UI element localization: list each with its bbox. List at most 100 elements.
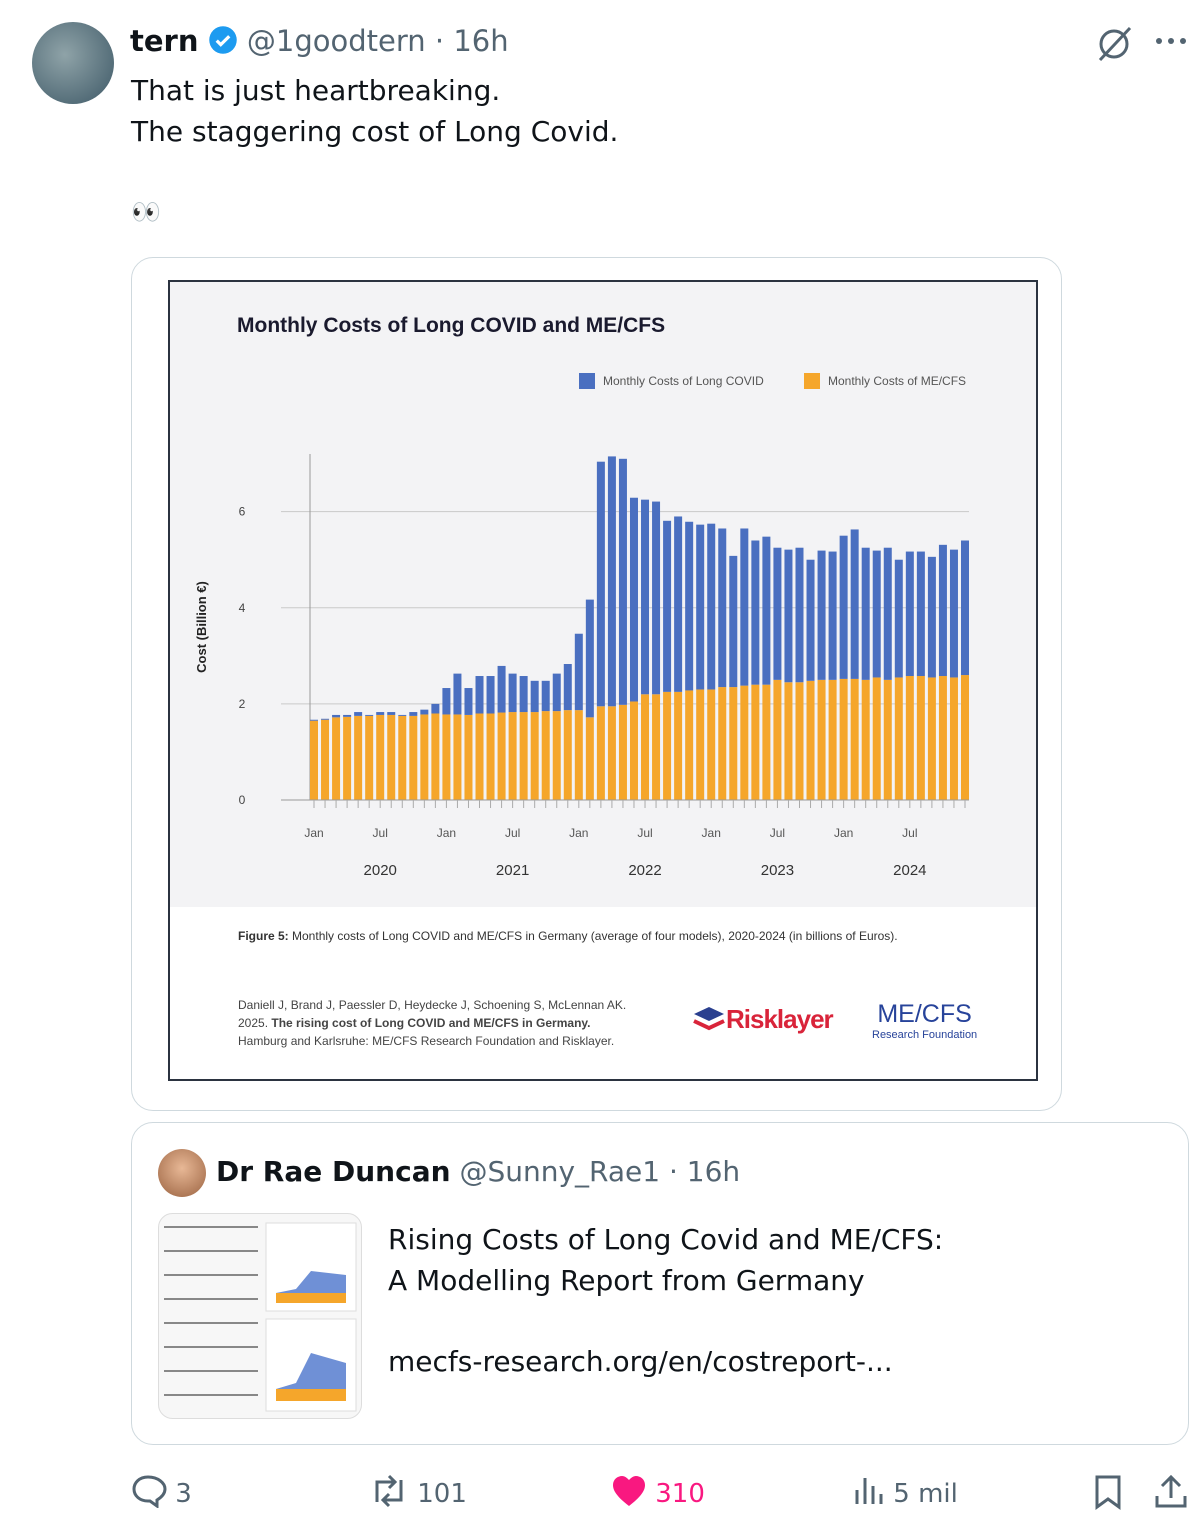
bar-segment bbox=[839, 535, 848, 679]
legend-swatch bbox=[579, 373, 595, 389]
bar-segment bbox=[707, 523, 716, 690]
bar-segment bbox=[409, 715, 418, 800]
bar-segment bbox=[387, 712, 396, 715]
post-text: The staggering cost of Long Covid. bbox=[131, 115, 619, 148]
quote-card[interactable]: Dr Rae Duncan @Sunny_Rae1 · 16h Rising C… bbox=[131, 1122, 1189, 1445]
bar-segment bbox=[949, 549, 958, 678]
post-emoji: 👀 bbox=[131, 198, 161, 226]
bar-segment bbox=[431, 703, 440, 714]
bar-segment bbox=[431, 713, 440, 800]
x-tick-label: Jul bbox=[637, 826, 652, 840]
bar-segment bbox=[508, 673, 517, 713]
year-label: 2024 bbox=[893, 862, 926, 879]
bar-segment bbox=[938, 676, 947, 800]
bar-segment bbox=[927, 556, 936, 678]
bar-segment bbox=[784, 682, 793, 800]
bar-segment bbox=[541, 680, 550, 712]
bookmark-icon[interactable] bbox=[1093, 1474, 1123, 1510]
bar-segment bbox=[828, 551, 837, 680]
bar-segment bbox=[596, 461, 605, 707]
bar-segment bbox=[519, 676, 528, 713]
bar-segment bbox=[718, 687, 727, 800]
like-icon[interactable] bbox=[611, 1474, 647, 1508]
bar-segment bbox=[696, 689, 705, 800]
post-text: That is just heartbreaking. bbox=[131, 74, 501, 107]
views-icon[interactable] bbox=[853, 1474, 885, 1508]
link-url[interactable]: mecfs-research.org/en/costreport-... bbox=[388, 1345, 893, 1378]
bar-segment bbox=[773, 547, 782, 680]
bar-segment bbox=[629, 497, 638, 702]
bar-segment bbox=[563, 664, 572, 711]
legend-label: Monthly Costs of Long COVID bbox=[603, 374, 764, 388]
year-label: 2023 bbox=[761, 862, 794, 879]
action-bar: 3 101 310 5 mil bbox=[131, 1474, 1191, 1514]
bar-segment bbox=[641, 694, 650, 800]
bar-segment bbox=[685, 690, 694, 800]
bar-segment bbox=[961, 540, 969, 676]
bar-segment bbox=[751, 540, 760, 685]
bar-segment bbox=[872, 550, 881, 678]
quote-avatar bbox=[158, 1149, 206, 1197]
bar-segment bbox=[806, 559, 815, 681]
bar-segment bbox=[519, 712, 528, 800]
chart: Monthly Costs of Long COVID and ME/CFS Co… bbox=[170, 282, 1036, 907]
bar-segment bbox=[442, 714, 451, 800]
bar-segment bbox=[795, 547, 804, 683]
link-title: A Modelling Report from Germany bbox=[388, 1264, 865, 1297]
x-tick-label: Jul bbox=[770, 826, 785, 840]
time: 16h bbox=[453, 24, 509, 58]
bar-segment bbox=[949, 677, 958, 800]
bar-segment bbox=[696, 524, 705, 690]
share-icon[interactable] bbox=[1153, 1474, 1189, 1510]
author-name[interactable]: tern bbox=[130, 24, 199, 58]
bar-segment bbox=[817, 679, 826, 800]
x-tick-label: Jan bbox=[437, 826, 456, 840]
grok-icon[interactable] bbox=[1094, 24, 1136, 66]
bar-segment bbox=[938, 544, 947, 677]
reply-icon[interactable] bbox=[131, 1474, 167, 1509]
bar-segment bbox=[861, 547, 870, 680]
bar-segment bbox=[464, 714, 473, 800]
citation-title: The rising cost of Long COVID and ME/CFS… bbox=[271, 1016, 591, 1030]
citation: Hamburg and Karlsruhe: ME/CFS Research F… bbox=[238, 1034, 615, 1048]
repost-icon[interactable] bbox=[369, 1474, 409, 1508]
link-title: Rising Costs of Long Covid and ME/CFS: bbox=[388, 1223, 944, 1256]
bar-segment bbox=[663, 691, 672, 800]
figure-frame: Monthly Costs of Long COVID and ME/CFS Co… bbox=[168, 280, 1038, 1081]
bar-segment bbox=[663, 520, 672, 692]
bar-segment bbox=[652, 694, 661, 800]
bar-segment bbox=[740, 685, 749, 800]
y-axis-label: Cost (Billion €) bbox=[194, 581, 209, 673]
bar-segment bbox=[486, 713, 495, 800]
citation: Daniell J, Brand J, Paessler D, Heydecke… bbox=[238, 998, 627, 1012]
handle[interactable]: @1goodtern bbox=[246, 24, 426, 58]
bar-segment bbox=[508, 712, 517, 800]
bar-segment bbox=[398, 714, 407, 716]
more-icon[interactable] bbox=[1154, 34, 1188, 48]
bar-segment bbox=[475, 713, 484, 800]
bar-segment bbox=[343, 716, 352, 800]
bar-segment bbox=[905, 551, 914, 677]
bar-segment bbox=[828, 679, 837, 800]
bar-segment bbox=[464, 688, 473, 715]
bar-segment bbox=[894, 559, 903, 678]
bar-segment bbox=[596, 706, 605, 800]
bar-segment bbox=[585, 599, 594, 718]
bar-segment bbox=[398, 715, 407, 800]
bar-segment bbox=[453, 714, 462, 800]
bar-segment bbox=[618, 704, 627, 800]
bar-segment bbox=[618, 458, 627, 705]
logo-subtitle: Research Foundation bbox=[872, 1029, 978, 1041]
bar-segment bbox=[607, 456, 616, 707]
media-card[interactable]: Monthly Costs of Long COVID and ME/CFS Co… bbox=[131, 257, 1062, 1111]
avatar[interactable] bbox=[32, 22, 114, 104]
bar-segment bbox=[321, 719, 330, 800]
bar-segment bbox=[850, 678, 859, 800]
bar-segment bbox=[486, 676, 495, 714]
bar-segment bbox=[751, 684, 760, 800]
like-count: 310 bbox=[655, 1479, 705, 1509]
risklayer-icon bbox=[693, 1007, 725, 1031]
bar-segment bbox=[607, 706, 616, 800]
bar-segment bbox=[365, 715, 374, 800]
